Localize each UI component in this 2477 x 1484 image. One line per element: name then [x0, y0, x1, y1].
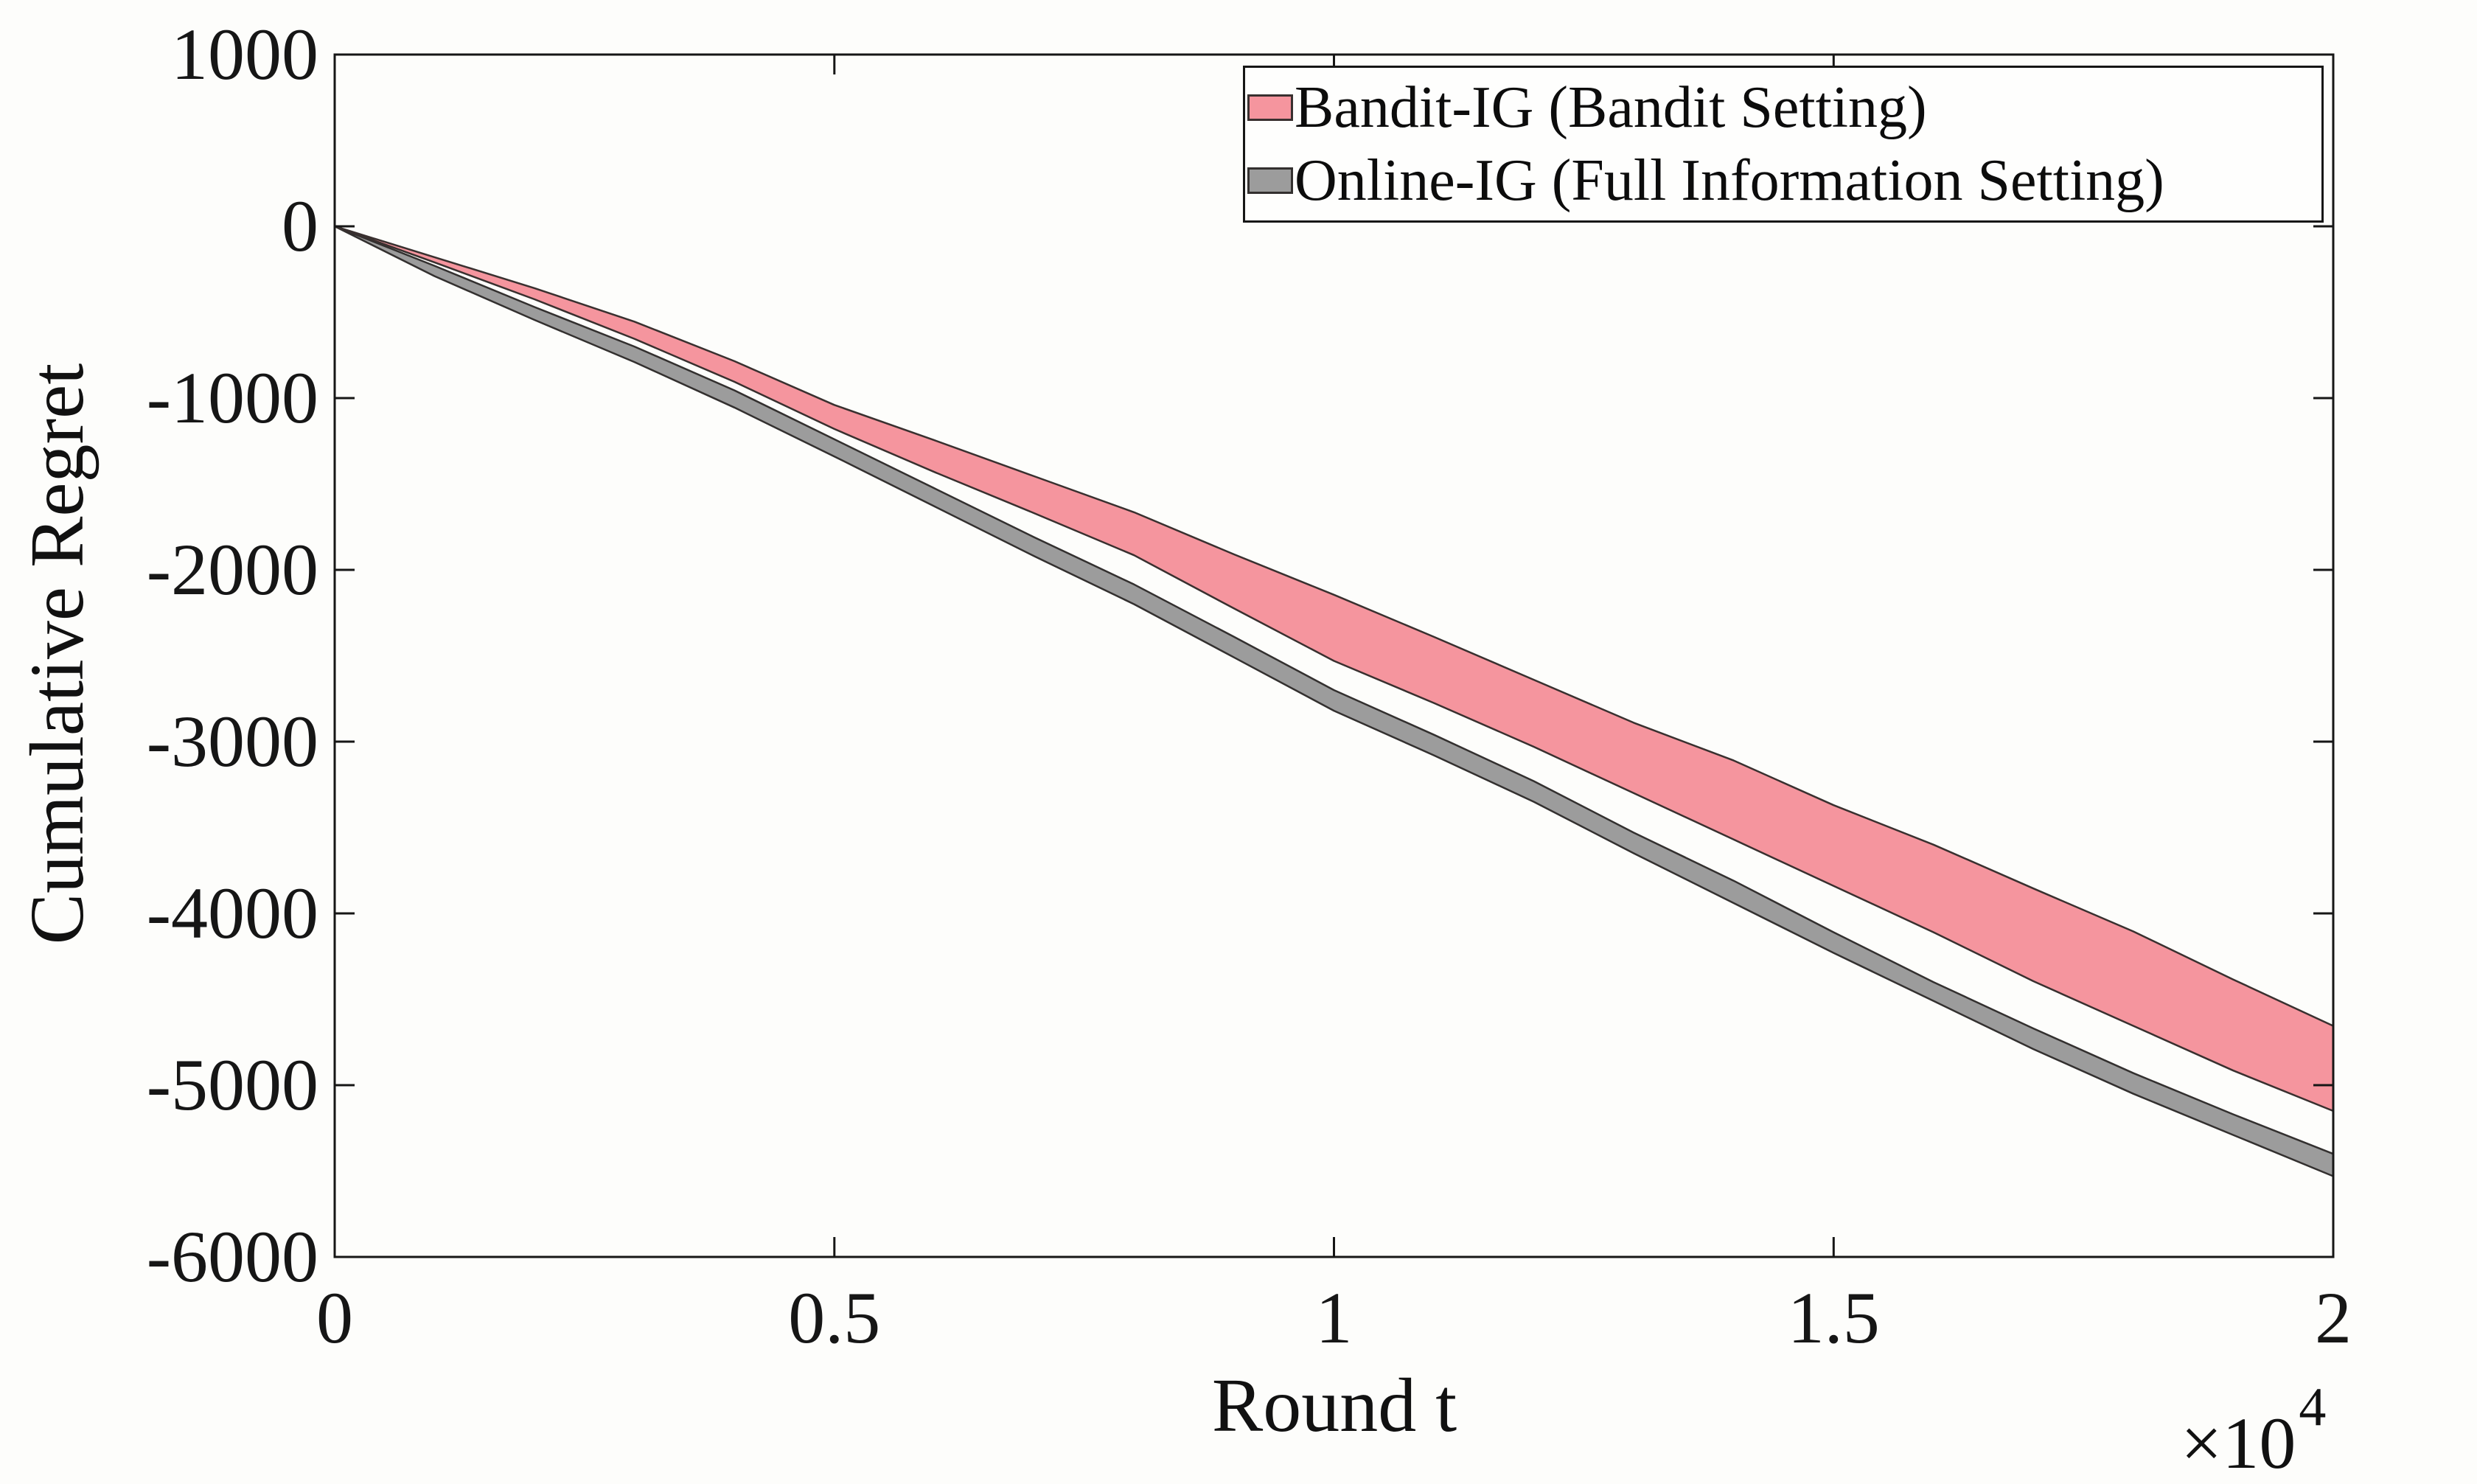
x-tick-label: 2 — [2315, 1277, 2352, 1359]
x-axis-title: Round t — [1211, 1363, 1457, 1448]
legend-label-online-ig: Online-IG (Full Information Setting) — [1295, 148, 2164, 214]
x-axis-offset-label: ×104 — [2181, 1380, 2326, 1480]
offset-base: ×10 — [2181, 1402, 2296, 1484]
legend-item-bandit-ig: Bandit-IG (Bandit Setting) — [1247, 72, 2321, 143]
x-tick-label: 1 — [1315, 1277, 1353, 1359]
y-tick-label: -5000 — [146, 1044, 318, 1126]
legend-swatch-online-ig — [1247, 167, 1293, 195]
y-tick-label: -1000 — [146, 357, 318, 439]
x-tick-label: 0 — [316, 1277, 353, 1359]
y-tick-label: -3000 — [146, 700, 318, 782]
y-tick-label: -2000 — [146, 529, 318, 610]
y-tick-label: -6000 — [146, 1216, 318, 1297]
y-tick-label: 1000 — [171, 13, 318, 95]
y-axis-title: Cumulative Regret — [15, 363, 100, 945]
x-tick-label: 0.5 — [788, 1277, 881, 1359]
x-tick-label: 1.5 — [1787, 1277, 1880, 1359]
legend-item-online-ig: Online-IG (Full Information Setting) — [1247, 145, 2321, 216]
legend-swatch-bandit-ig — [1247, 94, 1293, 121]
legend-label-bandit-ig: Bandit-IG (Bandit Setting) — [1295, 74, 1927, 140]
offset-exponent: 4 — [2299, 1377, 2327, 1438]
y-tick-label: 0 — [282, 185, 318, 267]
online-ig-band — [333, 225, 2335, 1177]
y-tick-label: -4000 — [146, 872, 318, 954]
legend: Bandit-IG (Bandit Setting) Online-IG (Fu… — [1243, 66, 2324, 223]
